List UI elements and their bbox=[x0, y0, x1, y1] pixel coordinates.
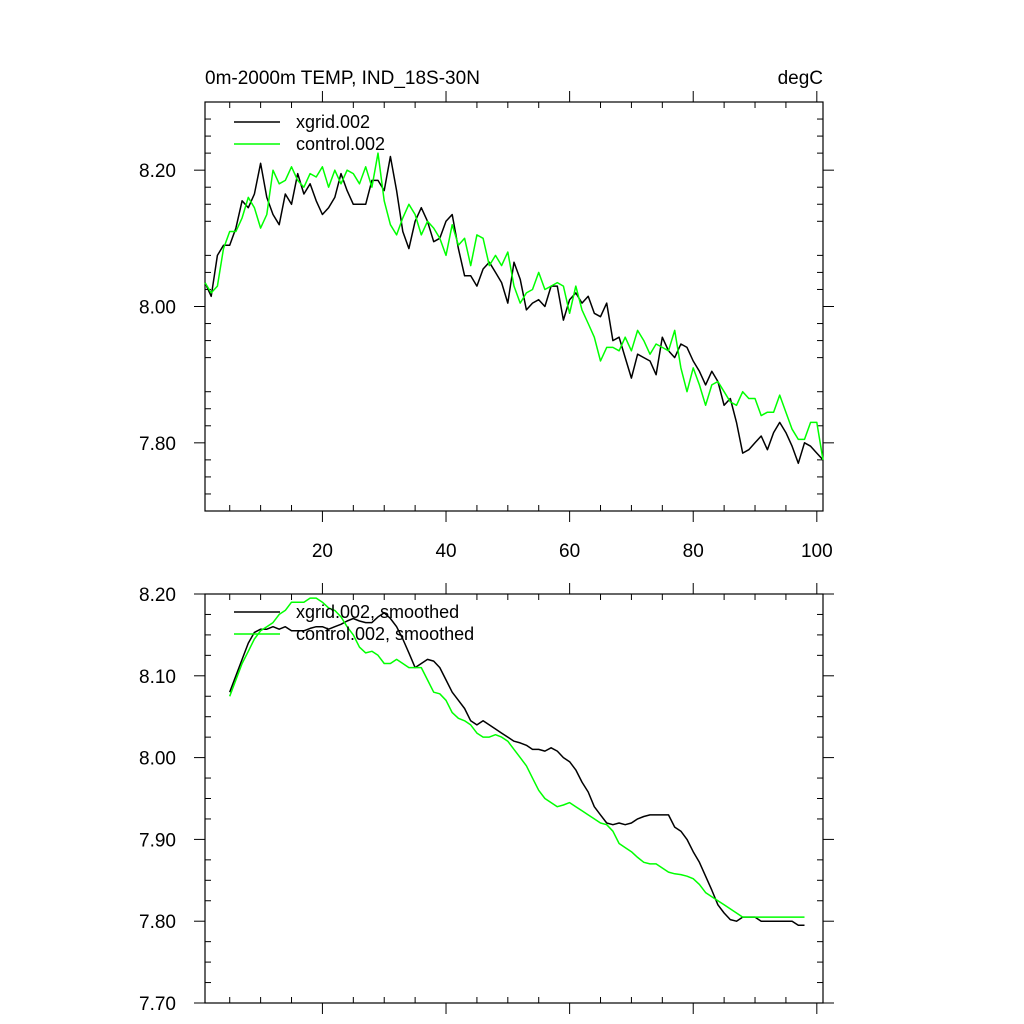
bottom-plot-frame bbox=[204, 593, 824, 1004]
bottom-y-tick-label: 8.00 bbox=[139, 749, 176, 770]
top-y-tick-label: 7.80 bbox=[139, 434, 176, 455]
top-series-xgrid-002 bbox=[204, 155, 824, 465]
top-y-tick-label: 8.20 bbox=[139, 161, 176, 182]
top-legend-label: control.002 bbox=[296, 134, 385, 154]
bottom-legend-label: xgrid.002, smoothed bbox=[296, 602, 459, 622]
bottom-y-tick-label: 7.70 bbox=[139, 994, 176, 1015]
top-x-tick-label: 60 bbox=[559, 541, 580, 562]
bottom-panel: 7.70 7.80 7.90 8.00 8.10 8.20 xgrid.002, smoot… bbox=[139, 583, 834, 1015]
chart-title: 0m-2000m TEMP, IND_18S-30N bbox=[205, 68, 480, 89]
top-panel: 0m-2000m TEMP, IND_18S-30N degC 20 40 60 80… bbox=[139, 68, 834, 562]
top-x-tick-label: 80 bbox=[683, 541, 704, 562]
top-x-tick-label: 20 bbox=[312, 541, 333, 562]
bottom-y-tick-label: 8.20 bbox=[139, 585, 176, 606]
bottom-series-xgrid-002-smoothed bbox=[228, 612, 805, 927]
bottom-series-control-002-smoothed bbox=[228, 597, 805, 918]
top-plot-frame bbox=[204, 101, 824, 512]
bottom-y-tick-label: 7.90 bbox=[139, 830, 176, 851]
top-y-tick-label: 8.00 bbox=[139, 298, 176, 319]
bottom-y-tick-label: 8.10 bbox=[139, 667, 176, 688]
top-x-tick-label: 40 bbox=[435, 541, 456, 562]
bottom-legend-label: control.002, smoothed bbox=[296, 624, 474, 644]
top-x-tick-label: 100 bbox=[801, 541, 833, 562]
units-label: degC bbox=[778, 68, 823, 89]
top-legend-label: xgrid.002 bbox=[296, 112, 370, 132]
bottom-y-tick-label: 7.80 bbox=[139, 912, 176, 933]
top-series-control-002 bbox=[204, 152, 824, 461]
